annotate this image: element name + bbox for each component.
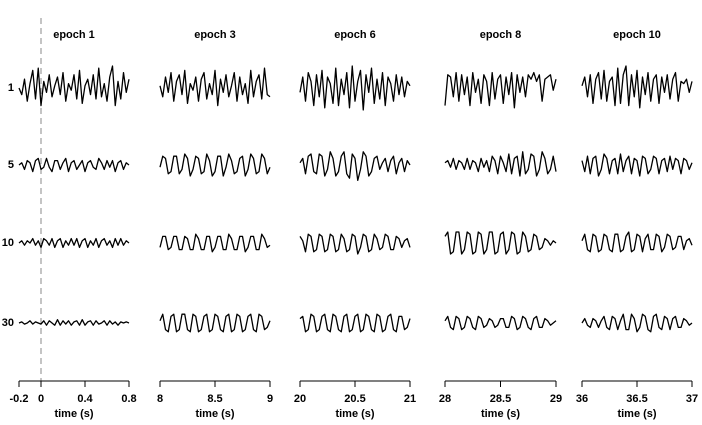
panel-title: epoch 8: [480, 29, 522, 41]
trace: [18, 319, 130, 326]
x-tick-label: 8.5: [207, 393, 222, 405]
x-axis-label: time (s): [195, 408, 234, 420]
trace: [444, 71, 557, 109]
trace: [444, 231, 557, 255]
trace: [299, 313, 411, 333]
row-label: 10: [2, 237, 14, 249]
trace: [581, 231, 693, 253]
trace: [18, 65, 130, 107]
x-tick-label: 36: [576, 393, 588, 405]
trace: [18, 237, 130, 249]
panel-title: epoch 1: [53, 29, 95, 41]
x-tick-label: 9: [267, 393, 273, 405]
x-tick-label: 29: [550, 393, 562, 405]
trace: [159, 153, 271, 177]
panel-title: epoch 6: [334, 29, 376, 41]
row-label: 1: [8, 82, 14, 94]
panel-title: epoch 10: [613, 29, 661, 41]
x-tick-label: 37: [686, 393, 698, 405]
x-tick-label: 0: [38, 393, 44, 405]
x-tick-label: 28.5: [490, 393, 511, 405]
trace: [159, 233, 271, 253]
trace: [444, 151, 557, 177]
trace: [159, 313, 271, 333]
x-tick-label: 28: [439, 393, 451, 405]
panel-title: epoch 3: [194, 29, 236, 41]
trace: [299, 65, 411, 111]
x-tick-label: 21: [404, 393, 416, 405]
row-label: 30: [2, 317, 14, 329]
trace: [581, 153, 693, 177]
trace: [444, 315, 557, 331]
row-label: 5: [8, 159, 14, 171]
x-tick-label: 0.4: [77, 393, 93, 405]
x-tick-label: 0.8: [121, 393, 136, 405]
x-tick-label: 8: [157, 393, 163, 405]
x-axis-label: time (s): [335, 408, 374, 420]
x-tick-label: 36.5: [626, 393, 647, 405]
trace: [299, 151, 411, 182]
x-tick-label: 20.5: [344, 393, 365, 405]
x-axis-label: time (s): [481, 408, 520, 420]
x-axis-label: time (s): [54, 408, 93, 420]
x-axis-label: time (s): [617, 408, 656, 420]
x-tick-label: -0.2: [10, 393, 29, 405]
trace: [18, 157, 130, 173]
x-tick-label: 20: [294, 393, 306, 405]
trace: [299, 233, 411, 255]
trace: [159, 67, 271, 107]
trace: [581, 313, 693, 333]
trace: [581, 65, 693, 109]
